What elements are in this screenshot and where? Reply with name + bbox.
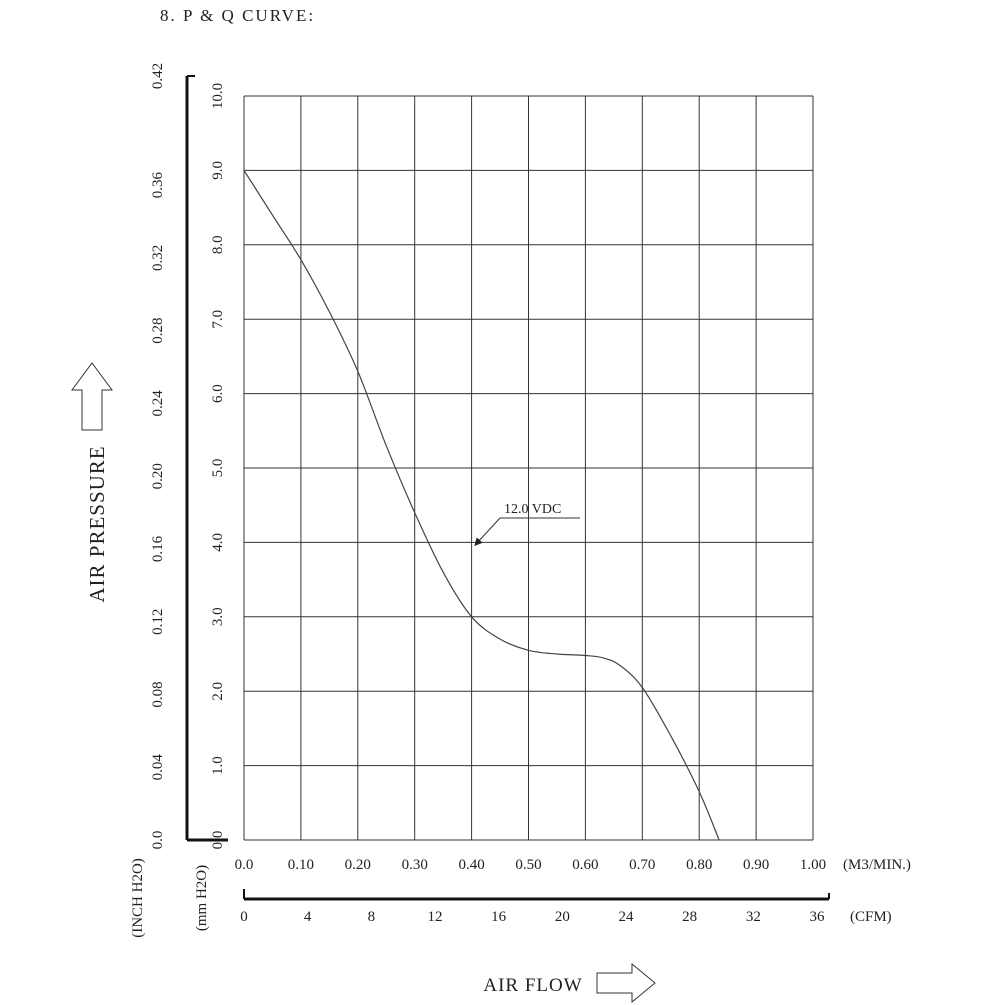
x-tick-label-primary: 1.00 [800, 857, 826, 873]
x-tick-label-primary: 0.0 [235, 857, 254, 873]
x-tick-label-primary: 0.20 [345, 857, 371, 873]
x-tick-label-secondary: 8 [368, 909, 376, 925]
series-layer: 12.0 VDC [243, 170, 720, 841]
y-tick-label-primary: 6.0 [210, 384, 226, 403]
x-tick-label-primary: 0.10 [288, 857, 314, 873]
y-tick-label-secondary: 0.08 [150, 681, 166, 707]
x-tick-label-primary: 0.50 [515, 857, 541, 873]
x-tick-label-secondary: 12 [428, 909, 443, 925]
y-tick-label-secondary: 0.16 [150, 535, 166, 562]
y-tick-label-secondary: 0.12 [150, 609, 166, 635]
axis-labels: (M3/MIN.) (CFM) (mm H2O) (INCH H2O) AIR PRES… [71, 362, 911, 1004]
y-unit-primary: (mm H2O) [194, 865, 210, 931]
series-label: 12.0 VDC [504, 502, 561, 517]
x-unit-primary: (M3/MIN.) [843, 857, 911, 873]
section-title: 8. P & Q CURVE: [160, 6, 316, 25]
x-tick-label-primary: 0.30 [402, 857, 428, 873]
y-tick-label-secondary: 0.20 [150, 463, 166, 489]
y-tick-label-primary: 9.0 [210, 161, 226, 180]
y-tick-label-secondary: 0.24 [150, 390, 166, 417]
x-unit-secondary: (CFM) [850, 909, 892, 925]
x-tick-label-secondary: 4 [304, 909, 312, 925]
y-tick-label-primary: 0.0 [210, 831, 226, 850]
y-tick-label-secondary: 0.28 [150, 318, 166, 344]
x-tick-label-secondary: 36 [810, 909, 826, 925]
x-tick-label-primary: 0.90 [743, 857, 769, 873]
y-tick-label-secondary: 0.0 [150, 831, 166, 850]
arrow-right-icon [596, 962, 656, 1004]
x-axis-title: AIR FLOW [483, 975, 582, 996]
x-tick-label-primary: 0.60 [572, 857, 598, 873]
x-tick-label-secondary: 16 [491, 909, 507, 925]
y-tick-label-primary: 4.0 [210, 533, 226, 552]
y-tick-label-primary: 1.0 [210, 756, 226, 775]
x-tick-label-secondary: 0 [240, 909, 248, 925]
series-label-leader [474, 517, 501, 546]
y-tick-label-secondary: 0.04 [150, 754, 166, 781]
x-tick-label-primary: 0.40 [458, 857, 484, 873]
series-line-12vdc [243, 170, 720, 841]
y-tick-label-primary: 7.0 [210, 310, 226, 329]
y-tick-label-secondary: 0.42 [150, 63, 166, 89]
y-tick-label-primary: 5.0 [210, 459, 226, 478]
grid [243, 95, 814, 841]
y-tick-label-primary: 2.0 [210, 682, 226, 701]
y-tick-label-primary: 10.0 [210, 83, 226, 109]
x-tick-label-primary: 0.70 [629, 857, 655, 873]
x-tick-label-secondary: 24 [619, 909, 635, 925]
x-tick-label-secondary: 20 [555, 909, 570, 925]
tick-labels: 0.0 1.0 2.0 3.0 4.0 5.0 6.0 7.0 8.0 9.0 10.0 0.0 0.0… [150, 63, 826, 925]
x-tick-label-secondary: 32 [746, 909, 761, 925]
y-tick-label-secondary: 0.32 [150, 245, 166, 271]
x-tick-label-primary: 0.80 [686, 857, 712, 873]
y-tick-label-primary: 3.0 [210, 607, 226, 626]
arrow-up-icon [71, 362, 113, 431]
y-unit-secondary: (INCH H2O) [130, 858, 146, 938]
y-tick-label-secondary: 0.36 [150, 172, 166, 199]
axes [185, 75, 830, 901]
x-tick-label-secondary: 28 [682, 909, 697, 925]
y-tick-label-primary: 8.0 [210, 235, 226, 254]
y-axis-title: AIR PRESSURE [85, 445, 109, 602]
